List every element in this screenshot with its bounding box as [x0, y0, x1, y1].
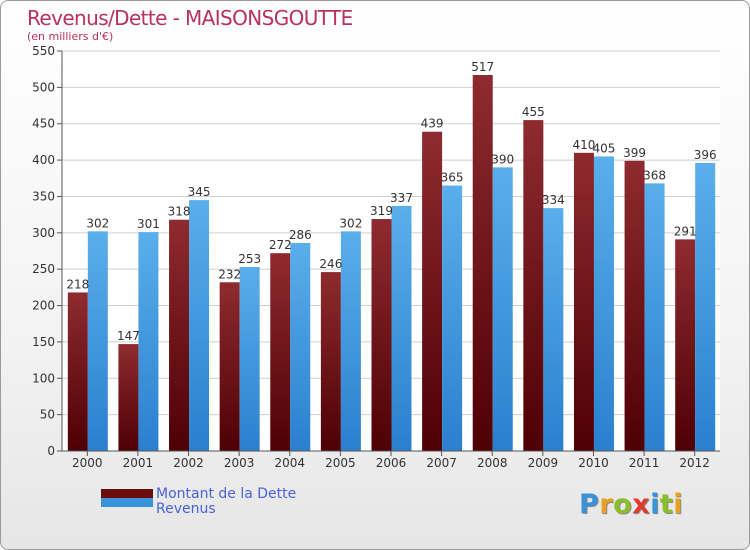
y-tick-label: 250 — [32, 262, 55, 276]
bar-debt — [118, 344, 139, 451]
y-tick-label: 0 — [47, 444, 55, 458]
bar-revenus — [340, 231, 361, 451]
legend-swatch-debt — [101, 489, 153, 498]
value-label-debt: 439 — [421, 117, 444, 131]
logo-letter: t — [659, 489, 674, 520]
y-tick-label: 150 — [32, 335, 55, 349]
logo-letter: P — [579, 489, 600, 520]
value-label-debt: 399 — [623, 146, 646, 160]
bar-revenus — [87, 231, 108, 451]
x-tick-label: 2006 — [376, 456, 407, 470]
bar-revenus — [442, 185, 463, 451]
value-label-revenus: 302 — [86, 216, 109, 230]
value-label-debt: 232 — [218, 267, 241, 281]
x-tick-label: 2004 — [274, 456, 305, 470]
logo-letter: x — [632, 489, 651, 520]
value-label-debt: 291 — [674, 224, 697, 238]
bar-revenus — [239, 267, 260, 451]
value-label-revenus: 365 — [441, 171, 464, 185]
value-label-debt: 246 — [319, 257, 342, 271]
y-tick-label: 550 — [32, 44, 55, 58]
value-label-revenus: 390 — [491, 152, 514, 166]
x-tick-label: 2005 — [325, 456, 356, 470]
value-label-debt: 455 — [522, 105, 545, 119]
y-tick-label: 500 — [32, 80, 55, 94]
bar-debt — [270, 253, 291, 451]
proxiti-logo: Proxiti — [579, 489, 683, 520]
bar-debt — [523, 120, 544, 451]
legend-swatch-revenus — [101, 498, 153, 507]
y-tick-label: 100 — [32, 371, 55, 385]
bar-revenus — [543, 208, 564, 451]
x-tick-label: 2010 — [578, 456, 609, 470]
value-label-revenus: 301 — [137, 217, 160, 231]
y-tick-label: 450 — [32, 117, 55, 131]
x-tick-label: 2011 — [629, 456, 660, 470]
value-label-debt: 147 — [117, 329, 140, 343]
logo-letter: r — [599, 489, 614, 520]
x-tick-label: 2002 — [173, 456, 204, 470]
bar-revenus — [290, 243, 311, 451]
bar-debt — [472, 75, 493, 451]
x-tick-label: 2000 — [72, 456, 103, 470]
bar-debt — [624, 160, 645, 451]
value-label-revenus: 405 — [593, 141, 616, 155]
chart-title: Revenus/Dette - MAISONSGOUTTE — [27, 6, 353, 30]
value-label-revenus: 286 — [289, 228, 312, 242]
bar-revenus — [391, 205, 412, 451]
bar-revenus — [492, 167, 513, 451]
bar-revenus — [189, 200, 210, 451]
value-label-debt: 318 — [168, 205, 191, 219]
y-tick-label: 50 — [40, 408, 55, 422]
legend-label-debt: Montant de la Dette — [156, 486, 297, 502]
x-tick-label: 2001 — [123, 456, 154, 470]
value-label-debt: 272 — [269, 238, 292, 252]
bar-debt — [219, 282, 240, 451]
value-label-revenus: 302 — [339, 216, 362, 230]
x-tick-label: 2007 — [426, 456, 457, 470]
value-label-revenus: 396 — [694, 148, 717, 162]
value-label-debt: 517 — [471, 60, 494, 74]
bar-revenus — [593, 156, 614, 452]
y-tick-label: 300 — [32, 226, 55, 240]
bar-debt — [371, 219, 392, 451]
y-tick-label: 400 — [32, 153, 55, 167]
value-label-debt: 218 — [66, 277, 89, 291]
x-tick-label: 2008 — [477, 456, 508, 470]
value-label-debt: 319 — [370, 204, 393, 218]
logo-letter: i — [673, 489, 684, 520]
legend-label-revenus: Revenus — [156, 501, 216, 517]
logo-letter: i — [650, 489, 660, 520]
bar-debt — [169, 219, 190, 451]
value-label-revenus: 253 — [238, 252, 261, 266]
chart-subtitle: (en milliers d'€) — [27, 30, 114, 43]
y-tick-label: 200 — [32, 299, 55, 313]
y-tick-label: 350 — [32, 189, 55, 203]
bar-debt — [422, 131, 443, 451]
bar-debt — [675, 239, 696, 451]
bar-revenus — [138, 232, 159, 451]
x-tick-label: 2009 — [528, 456, 559, 470]
value-label-revenus: 368 — [643, 168, 666, 182]
value-label-revenus: 345 — [188, 185, 211, 199]
bar-debt — [573, 152, 594, 451]
value-label-debt: 410 — [573, 138, 596, 152]
bar-revenus — [644, 183, 665, 451]
value-label-revenus: 337 — [390, 191, 413, 205]
logo-letter: o — [613, 489, 633, 520]
bar-debt — [67, 292, 88, 451]
bar-revenus — [695, 163, 716, 451]
x-tick-label: 2012 — [679, 456, 710, 470]
x-tick-label: 2003 — [224, 456, 255, 470]
bar-debt — [320, 272, 341, 451]
value-label-revenus: 334 — [542, 193, 565, 207]
